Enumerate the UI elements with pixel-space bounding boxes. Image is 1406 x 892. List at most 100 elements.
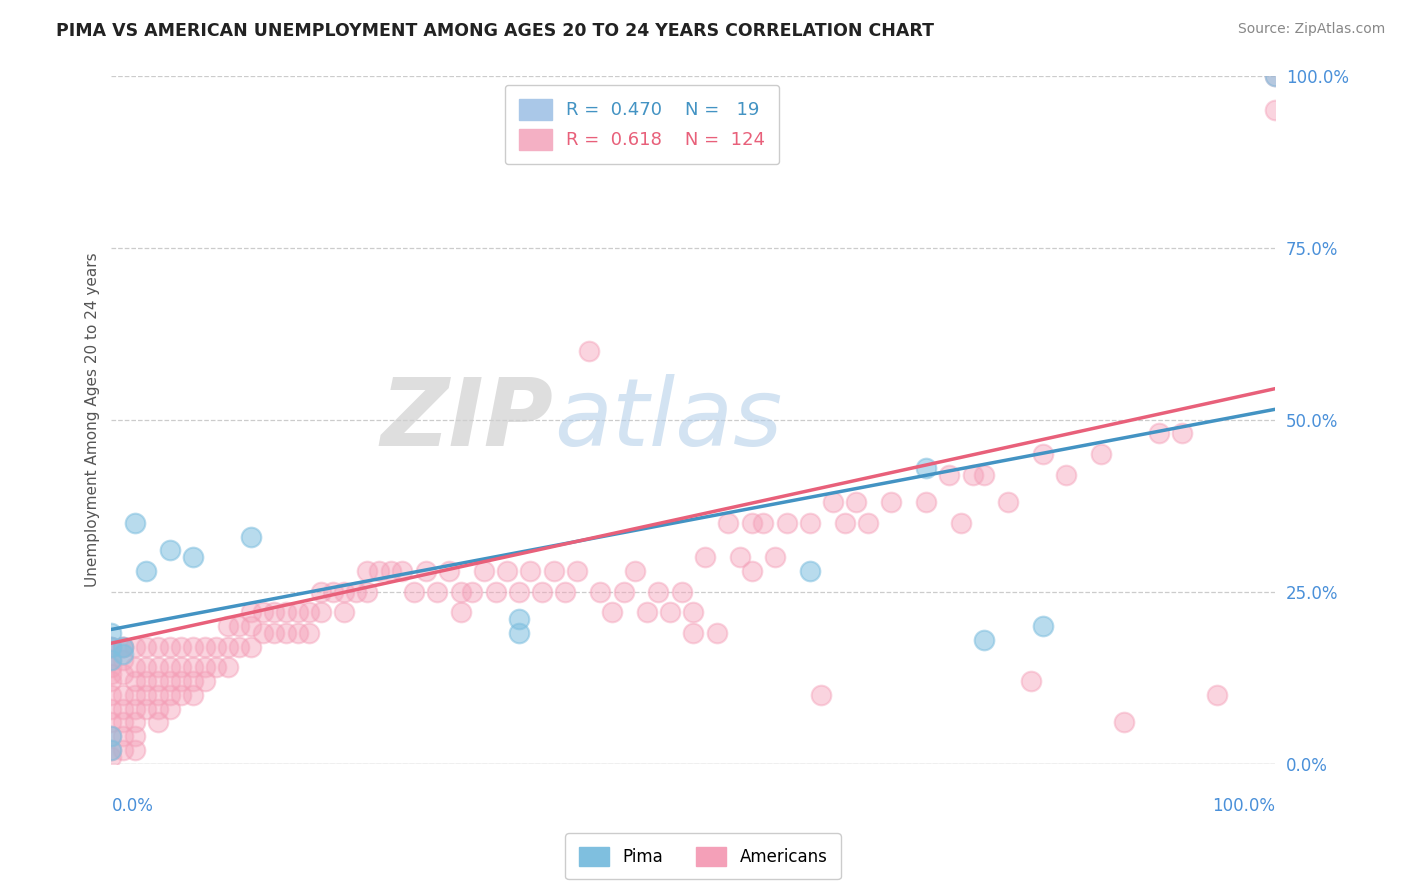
Point xyxy=(100,625,122,640)
Point xyxy=(193,660,215,674)
Point xyxy=(880,495,903,509)
Point xyxy=(624,564,647,578)
Point xyxy=(565,564,588,578)
Point xyxy=(856,516,879,530)
Point xyxy=(240,640,263,654)
Point xyxy=(100,640,122,654)
Point xyxy=(402,584,425,599)
Point xyxy=(100,653,122,667)
Point xyxy=(217,619,239,633)
Point xyxy=(100,715,122,730)
Point xyxy=(775,516,797,530)
Point xyxy=(228,619,250,633)
Point xyxy=(263,625,285,640)
Point xyxy=(135,701,157,715)
Point xyxy=(426,584,449,599)
Point xyxy=(146,640,169,654)
Text: Source: ZipAtlas.com: Source: ZipAtlas.com xyxy=(1237,22,1385,37)
Point xyxy=(146,701,169,715)
Point xyxy=(763,550,786,565)
Point xyxy=(146,688,169,702)
Point xyxy=(333,605,356,619)
Point xyxy=(693,550,716,565)
Point xyxy=(159,543,181,558)
Point xyxy=(938,467,960,482)
Point xyxy=(112,640,135,654)
Point xyxy=(100,729,122,743)
Point xyxy=(112,743,135,757)
Point xyxy=(159,660,181,674)
Point xyxy=(124,715,146,730)
Point xyxy=(124,640,146,654)
Point xyxy=(1019,673,1042,688)
Point xyxy=(124,701,146,715)
Point xyxy=(613,584,636,599)
Point xyxy=(415,564,437,578)
Point xyxy=(274,625,297,640)
Point xyxy=(217,660,239,674)
Point xyxy=(962,467,984,482)
Point xyxy=(135,564,157,578)
Point xyxy=(135,688,157,702)
Text: atlas: atlas xyxy=(554,374,782,465)
Point xyxy=(741,516,763,530)
Point xyxy=(741,564,763,578)
Point xyxy=(124,688,146,702)
Point xyxy=(181,688,204,702)
Point xyxy=(973,632,995,647)
Point xyxy=(437,564,460,578)
Point xyxy=(1112,715,1135,730)
Point xyxy=(309,605,332,619)
Point xyxy=(717,516,740,530)
Point xyxy=(997,495,1019,509)
Point xyxy=(368,564,391,578)
Point xyxy=(100,688,122,702)
Point xyxy=(112,701,135,715)
Point xyxy=(659,605,682,619)
Point xyxy=(112,640,135,654)
Point xyxy=(600,605,623,619)
Point xyxy=(1147,426,1170,441)
Point xyxy=(240,529,263,543)
Point xyxy=(240,619,263,633)
Point xyxy=(159,701,181,715)
Point xyxy=(1032,447,1054,461)
Point xyxy=(845,495,868,509)
Point xyxy=(112,715,135,730)
Point xyxy=(752,516,775,530)
Point xyxy=(100,653,122,667)
Point xyxy=(508,625,530,640)
Point xyxy=(287,605,309,619)
Point xyxy=(112,647,135,661)
Point xyxy=(356,584,378,599)
Point xyxy=(461,584,484,599)
Point xyxy=(100,640,122,654)
Point xyxy=(915,495,938,509)
Point xyxy=(100,673,122,688)
Point xyxy=(181,550,204,565)
Point xyxy=(146,715,169,730)
Point xyxy=(112,653,135,667)
Point xyxy=(344,584,367,599)
Point xyxy=(205,660,228,674)
Point xyxy=(100,729,122,743)
Point xyxy=(1206,688,1229,702)
Point xyxy=(554,584,576,599)
Point xyxy=(100,667,122,681)
Point xyxy=(508,612,530,626)
Point xyxy=(112,729,135,743)
Point xyxy=(124,660,146,674)
Point xyxy=(578,343,600,358)
Point xyxy=(823,495,845,509)
Point xyxy=(205,640,228,654)
Point xyxy=(287,625,309,640)
Point xyxy=(263,605,285,619)
Point xyxy=(193,673,215,688)
Point xyxy=(1264,69,1286,83)
Point xyxy=(810,688,832,702)
Point xyxy=(159,673,181,688)
Point xyxy=(682,625,704,640)
Point xyxy=(356,564,378,578)
Point xyxy=(950,516,973,530)
Point xyxy=(391,564,413,578)
